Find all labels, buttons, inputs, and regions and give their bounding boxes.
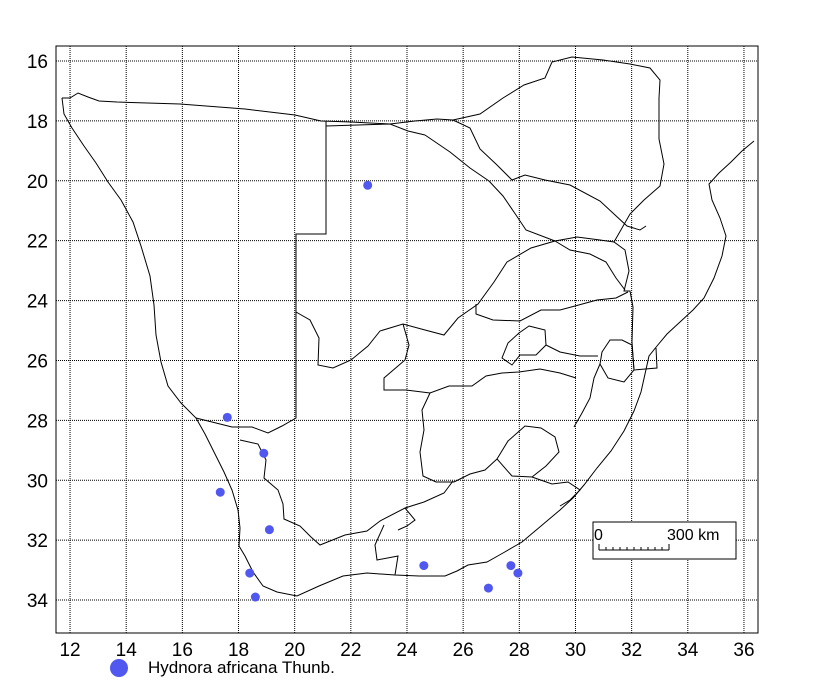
x-tick-label: 20	[284, 640, 305, 661]
x-tick-label: 28	[509, 640, 530, 661]
legend: Hydnora africana Thunb.	[110, 656, 335, 680]
y-tick-label: 30	[27, 471, 48, 492]
longitude-tick-labels: 12 14 16 18 20 22 24 26 28 30 32 34 36	[59, 640, 754, 661]
border-province-4	[545, 344, 598, 357]
occurrence-point	[259, 448, 269, 458]
border-orange-river	[195, 402, 297, 434]
border-zambezi	[452, 119, 647, 231]
x-tick-label: 12	[59, 640, 80, 661]
x-tick-label: 16	[172, 640, 193, 661]
x-tick-label: 30	[565, 640, 586, 661]
y-tick-label: 16	[27, 52, 48, 73]
y-tick-label: 22	[27, 232, 48, 253]
scale-bar-ticks	[598, 544, 670, 550]
occurrence-point	[483, 583, 493, 593]
border-province-10	[397, 507, 416, 531]
occurrence-point	[506, 561, 516, 571]
x-tick-label: 26	[453, 640, 474, 661]
occurrence-point	[250, 592, 260, 602]
y-tick-label: 20	[27, 172, 48, 193]
border-botswana-zimbabwe	[424, 134, 556, 242]
border-angola	[62, 92, 454, 125]
border-caprivi	[325, 123, 426, 136]
y-tick-label: 18	[27, 112, 48, 133]
border-swaziland	[599, 339, 635, 383]
x-tick-label: 36	[733, 640, 754, 661]
coastline	[61, 97, 755, 597]
x-tick-label: 34	[677, 640, 699, 661]
occurrence-point	[245, 568, 255, 578]
border-province-9	[374, 524, 399, 576]
border-province-2	[475, 291, 629, 322]
scale-bar-zero-label: 0	[594, 527, 603, 544]
occurrence-point	[222, 412, 232, 422]
scale-bar-box	[592, 521, 737, 560]
border-province-6	[419, 392, 498, 483]
x-tick-label: 18	[228, 640, 249, 661]
legend-dot	[110, 659, 128, 677]
y-tick-label: 28	[27, 411, 48, 432]
border-zambia-north	[452, 56, 665, 243]
y-tick-label: 34	[27, 591, 49, 612]
border-province-5	[573, 363, 601, 428]
legend-label: Hydnora africana Thunb.	[148, 658, 335, 677]
border-namibia-botswana	[295, 121, 327, 402]
occurrence-point	[264, 525, 274, 535]
border-lesotho	[496, 425, 560, 478]
border-province-3	[501, 325, 547, 366]
border-limpopo	[554, 240, 626, 291]
occurrence-point	[419, 561, 429, 571]
y-tick-label: 26	[27, 351, 48, 372]
x-tick-label: 22	[340, 640, 361, 661]
country-borders	[61, 56, 755, 597]
x-tick-label: 24	[396, 640, 418, 661]
border-province-7	[239, 439, 454, 546]
x-tick-label: 14	[116, 640, 138, 661]
occurrence-point	[215, 487, 225, 497]
x-tick-label: 32	[621, 640, 642, 661]
occurrence-point	[513, 568, 523, 578]
border-province-1	[383, 323, 577, 394]
scale-bar-end-label: 300 km	[667, 527, 719, 544]
border-province-8	[531, 476, 581, 507]
occurrence-points	[215, 180, 523, 602]
scale-bar: 0 300 km	[592, 521, 737, 560]
occurrence-point	[363, 180, 373, 190]
y-tick-label: 32	[27, 531, 48, 552]
latitude-tick-labels: 16 18 20 22 24 26 28 30 32 34	[27, 52, 49, 612]
y-tick-label: 24	[27, 292, 49, 313]
grid-lines	[56, 46, 758, 633]
